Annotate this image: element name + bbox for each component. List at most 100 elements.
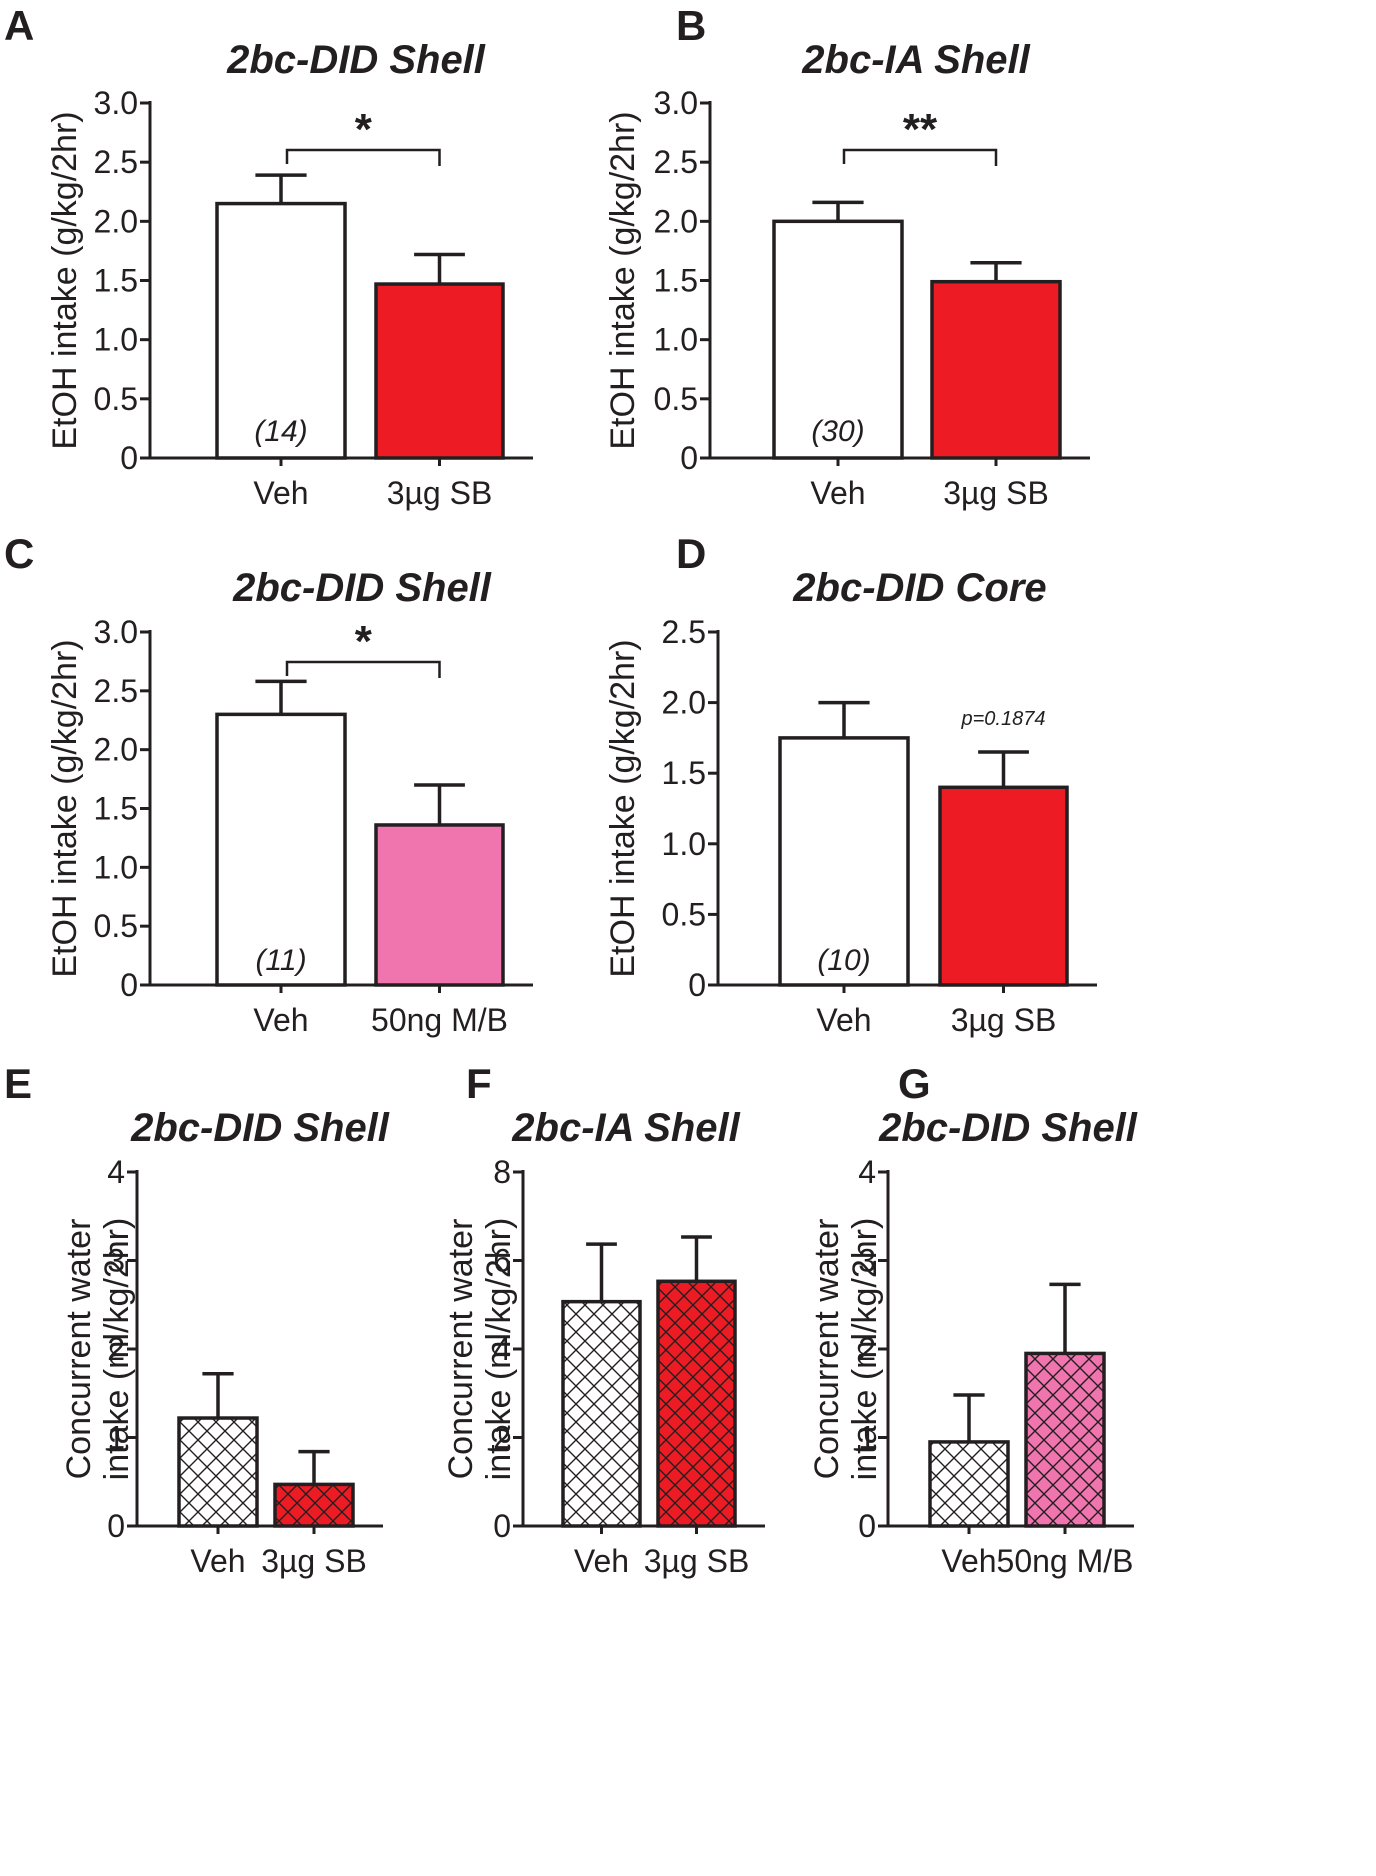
y-tick-label: 2.0 (654, 203, 698, 239)
y-tick-label: 3.0 (94, 614, 138, 650)
y-axis-label-line: Concurrent water (442, 1219, 480, 1480)
y-tick-label: 6 (493, 1243, 511, 1279)
y-tick-label: 4 (493, 1331, 511, 1367)
y-tick-label: 3.0 (94, 85, 138, 121)
y-tick-label: 2 (493, 1420, 511, 1456)
bar-50ng-m-b (374, 823, 505, 987)
y-tick-label: 3 (107, 1243, 125, 1279)
y-tick-label: 1.5 (662, 755, 706, 791)
y-tick-label: 0.5 (654, 381, 698, 417)
y-tick-label: 2.5 (94, 673, 138, 709)
y-tick-label: 1.5 (654, 263, 698, 299)
significance-bracket (285, 660, 441, 678)
bar-3-g-sb (374, 282, 505, 460)
y-tick-label: 1.0 (94, 322, 138, 358)
y-axis-label: EtOH intake (g/kg/2hr) (604, 639, 642, 977)
sample-size-label: (30) (811, 415, 864, 448)
y-axis-label: EtOH intake (g/kg/2hr) (604, 111, 642, 449)
panel-a: A 2bc-DID Shell 0 0.5 1.0 1.5 2.0 2.5 3.0 EtOH in… (4, 2, 533, 511)
chart-title: 2bc-DID Shell (878, 1106, 1138, 1150)
panel-f: F 2bc-IA Shell 0 2 4 6 8 Concurrent waterintake… (442, 1060, 765, 1579)
chart-title: 2bc-DID Shell (232, 566, 492, 610)
panel-b: B 2bc-IA Shell 0 0.5 1.0 1.5 2.0 2.5 3.0 EtOH int… (604, 2, 1090, 511)
panel-c: C 2bc-DID Shell 0 0.5 1.0 1.5 2.0 2.5 3.0 EtOH in… (4, 530, 533, 1038)
category-label: 3µg SB (951, 1002, 1057, 1038)
y-tick-label: 2.5 (662, 614, 706, 650)
panel-letter: G (898, 1060, 931, 1107)
category-label: 3µg SB (261, 1543, 367, 1579)
chart-title: 2bc-DID Core (792, 566, 1046, 610)
category-label: Veh (253, 1002, 308, 1038)
y-tick-label: 4 (858, 1154, 876, 1190)
significance-bracket (842, 148, 998, 166)
bar-3-g-sb (656, 1279, 737, 1528)
sample-size-label: (11) (255, 944, 306, 977)
y-axis-label: Concurrent waterintake (ml/kg/2hr) (60, 1218, 136, 1481)
y-tick-label: 0 (120, 440, 138, 476)
category-label: Veh (253, 475, 308, 511)
significance-marker: * (355, 105, 373, 154)
category-label: 3µg SB (943, 475, 1049, 511)
y-tick-label: 2.5 (94, 144, 138, 180)
y-tick-label: 0.5 (94, 908, 138, 944)
y-tick-label: 0 (680, 440, 698, 476)
significance-bracket (285, 148, 441, 166)
y-axis-label: EtOH intake (g/kg/2hr) (46, 111, 84, 449)
y-tick-label: 2 (858, 1331, 876, 1367)
category-label: Veh (941, 1543, 996, 1579)
y-tick-label: 3 (858, 1243, 876, 1279)
y-tick-label: 0.5 (94, 381, 138, 417)
y-tick-label: 1 (858, 1420, 876, 1456)
bar-veh (215, 201, 347, 460)
y-axis-label-line: Concurrent water (808, 1219, 846, 1480)
y-axis-label: Concurrent waterintake (ml/kg/2hr) (442, 1218, 518, 1481)
chart-title: 2bc-IA Shell (511, 1106, 740, 1150)
y-tick-label: 4 (107, 1154, 125, 1190)
significance-marker: * (355, 617, 373, 666)
y-tick-label: 1.5 (94, 263, 138, 299)
sample-size-label: (14) (254, 415, 307, 448)
category-label: Veh (574, 1543, 629, 1579)
y-tick-label: 2.0 (94, 203, 138, 239)
y-tick-label: 1 (107, 1420, 125, 1456)
y-tick-label: 0 (858, 1508, 876, 1544)
bar-veh (772, 219, 904, 460)
y-axis-label-line: intake (ml/kg/2hr) (480, 1218, 518, 1481)
bar-veh (561, 1299, 642, 1528)
bar-3-g-sb (930, 279, 1062, 460)
bar-3-g-sb (273, 1482, 355, 1528)
p-value-label: p=0.1874 (961, 708, 1046, 730)
y-tick-label: 0.5 (662, 896, 706, 932)
y-tick-label: 0 (107, 1508, 125, 1544)
panel-letter: C (4, 530, 34, 577)
panel-letter: B (676, 2, 706, 49)
bar-veh (215, 712, 347, 987)
y-tick-label: 2.0 (94, 732, 138, 768)
y-axis-label: EtOH intake (g/kg/2hr) (46, 639, 84, 977)
y-tick-label: 1.0 (654, 322, 698, 358)
y-axis-label-line: Concurrent water (60, 1219, 98, 1480)
y-tick-label: 8 (493, 1154, 511, 1190)
y-tick-label: 2.5 (654, 144, 698, 180)
panel-letter: F (466, 1060, 492, 1107)
category-label: Veh (190, 1543, 245, 1579)
y-tick-label: 3.0 (654, 85, 698, 121)
y-tick-label: 1.0 (662, 826, 706, 862)
y-tick-label: 0 (493, 1508, 511, 1544)
category-label: 3µg SB (644, 1543, 750, 1579)
panel-letter: E (4, 1060, 32, 1107)
bar-50ng-m-b (1024, 1351, 1106, 1528)
bar-veh (778, 736, 910, 987)
category-label: 3µg SB (387, 475, 493, 511)
bar-veh (177, 1416, 259, 1528)
y-axis-label-line: intake (ml/kg/2hr) (98, 1218, 136, 1481)
y-tick-label: 1.0 (94, 849, 138, 885)
significance-marker: ** (903, 105, 938, 154)
category-label: Veh (816, 1002, 871, 1038)
y-tick-label: 1.5 (94, 791, 138, 827)
chart-title: 2bc-DID Shell (130, 1106, 390, 1150)
panel-d: D 2bc-DID Core 0 0.5 1.0 1.5 2.0 2.5 EtOH intake… (604, 530, 1097, 1038)
y-tick-label: 0 (688, 967, 706, 1003)
